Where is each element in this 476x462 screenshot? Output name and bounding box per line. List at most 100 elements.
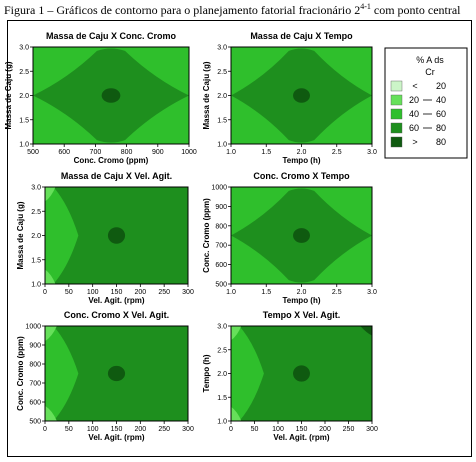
y-axis-label: Tempo (h) xyxy=(202,354,211,392)
x-axis-label: Tempo (h) xyxy=(282,156,320,165)
x-tick-label: 50 xyxy=(251,426,259,433)
x-tick-label: 2.5 xyxy=(332,289,342,296)
panel-title: Massa de Caju X Tempo xyxy=(250,31,353,41)
contour-region-corner-top-left xyxy=(231,326,242,341)
legend: % A ds Cr < 20 20 40 40 60 60 80 > 80 xyxy=(384,47,468,159)
x-tick-label: 150 xyxy=(111,426,123,433)
x-axis-label: Vel. Agit. (rpm) xyxy=(88,433,144,442)
legend-high: 60 xyxy=(436,109,446,119)
y-tick-label: 600 xyxy=(29,400,41,407)
x-tick-label: 500 xyxy=(27,149,39,156)
x-tick-label: 250 xyxy=(343,426,355,433)
x-tick-label: 0 xyxy=(43,426,47,433)
x-tick-label: 200 xyxy=(134,426,146,433)
contour-panel-1: Massa de Caju X Conc. Cromo 500 600 700 800 9… xyxy=(4,31,197,165)
y-tick-label: 1000 xyxy=(25,324,41,331)
y-tick-label: 1.5 xyxy=(217,395,227,402)
figure-title: Figura 1 – Gráficos de contorno para o p… xyxy=(4,2,474,18)
y-tick-label: 900 xyxy=(29,343,41,350)
contour-panel-2: Massa de Caju X Tempo 1.0 1.5 2.0 2.5 3.0 1.0 1… xyxy=(202,31,377,165)
y-axis-label: Massa de Caju (g) xyxy=(202,61,211,129)
x-tick-label: 2.5 xyxy=(332,149,342,156)
y-tick-label: 600 xyxy=(215,262,227,269)
y-tick-label: 1.5 xyxy=(31,257,41,264)
legend-low: 20 xyxy=(409,95,419,105)
legend-swatch xyxy=(390,94,403,106)
contour-area xyxy=(33,47,189,144)
x-tick-label: 0 xyxy=(43,289,47,296)
contour-region-center xyxy=(293,365,310,382)
y-tick-label: 2.5 xyxy=(19,69,29,76)
x-tick-label: 1.5 xyxy=(261,149,271,156)
contour-region-corner-top-left xyxy=(45,187,56,202)
x-tick-label: 3.0 xyxy=(367,289,377,296)
y-tick-label: 1.5 xyxy=(217,117,227,124)
y-tick-label: 1.0 xyxy=(19,142,29,149)
legend-low: 60 xyxy=(409,123,419,133)
x-tick-label: 800 xyxy=(121,149,133,156)
x-tick-label: 2.0 xyxy=(297,289,307,296)
contour-panel-3: Massa de Caju X Vel. Agit. 0 50 100 150 200 25… xyxy=(16,171,194,305)
x-tick-label: 1.0 xyxy=(226,289,236,296)
x-tick-label: 1.0 xyxy=(226,149,236,156)
panel-title: Massa de Caju X Vel. Agit. xyxy=(61,171,172,181)
x-tick-label: 100 xyxy=(87,289,99,296)
x-tick-label: 2.0 xyxy=(297,149,307,156)
contour-area xyxy=(45,326,188,421)
y-tick-label: 1.5 xyxy=(19,117,29,124)
y-tick-label: 1.0 xyxy=(31,282,41,289)
contour-region-corner-bottom-left xyxy=(45,405,57,421)
contour-region-40-60 xyxy=(45,326,79,421)
contour-region-center xyxy=(293,228,310,243)
x-axis-label: Vel. Agit. (rpm) xyxy=(88,296,144,305)
panel-title: Conc. Cromo X Tempo xyxy=(253,171,350,181)
x-tick-label: 100 xyxy=(272,426,284,433)
contour-region-corner-top-left xyxy=(45,326,57,342)
legend-high: 80 xyxy=(436,137,446,147)
legend-low: 40 xyxy=(409,109,419,119)
x-axis-label: Tempo (h) xyxy=(282,296,320,305)
y-tick-label: 3.0 xyxy=(19,45,29,52)
y-tick-label: 800 xyxy=(29,362,41,369)
figure-title-superscript: 4-1 xyxy=(360,2,371,11)
contour-area xyxy=(231,326,372,421)
x-tick-label: 150 xyxy=(111,289,123,296)
contour-region-40-60 xyxy=(231,326,264,421)
x-tick-label: 50 xyxy=(65,426,73,433)
contour-region-corner-bottom-left xyxy=(45,269,56,284)
y-tick-label: 900 xyxy=(215,204,227,211)
y-tick-label: 1000 xyxy=(211,185,227,192)
legend-operator: > xyxy=(412,137,417,147)
y-tick-label: 2.5 xyxy=(31,209,41,216)
y-tick-label: 2.0 xyxy=(19,93,29,100)
y-tick-label: 2.0 xyxy=(217,93,227,100)
y-tick-label: 2.0 xyxy=(31,233,41,240)
y-tick-label: 2.5 xyxy=(217,347,227,354)
x-axis-label: Conc. Cromo (ppm) xyxy=(74,156,149,165)
contour-region-corner-top-right xyxy=(360,326,372,336)
y-axis-label: Conc. Cromo (ppm) xyxy=(16,336,25,411)
contour-region-40-60 xyxy=(45,187,79,284)
y-tick-label: 3.0 xyxy=(31,185,41,192)
x-tick-label: 250 xyxy=(158,426,170,433)
x-tick-label: 300 xyxy=(366,426,378,433)
contour-panel-5: Conc. Cromo X Vel. Agit. 0 50 100 150 200 250 3… xyxy=(16,310,194,442)
y-tick-label: 3.0 xyxy=(217,45,227,52)
y-tick-label: 700 xyxy=(215,243,227,250)
legend-swatch xyxy=(390,80,403,92)
legend-high: 80 xyxy=(436,123,446,133)
legend-swatch xyxy=(390,136,403,148)
y-tick-label: 1.0 xyxy=(217,142,227,149)
y-tick-label: 500 xyxy=(29,419,41,426)
x-tick-label: 150 xyxy=(296,426,308,433)
x-tick-label: 300 xyxy=(182,289,194,296)
x-tick-label: 100 xyxy=(87,426,99,433)
legend-title: % A ds xyxy=(416,55,444,65)
panel-title: Tempo X Vel. Agit. xyxy=(263,310,341,320)
x-tick-label: 3.0 xyxy=(367,149,377,156)
legend-high: 40 xyxy=(436,95,446,105)
legend-high: 20 xyxy=(436,81,446,91)
x-axis-label: Vel. Agit. (rpm) xyxy=(273,433,329,442)
x-tick-label: 250 xyxy=(158,289,170,296)
